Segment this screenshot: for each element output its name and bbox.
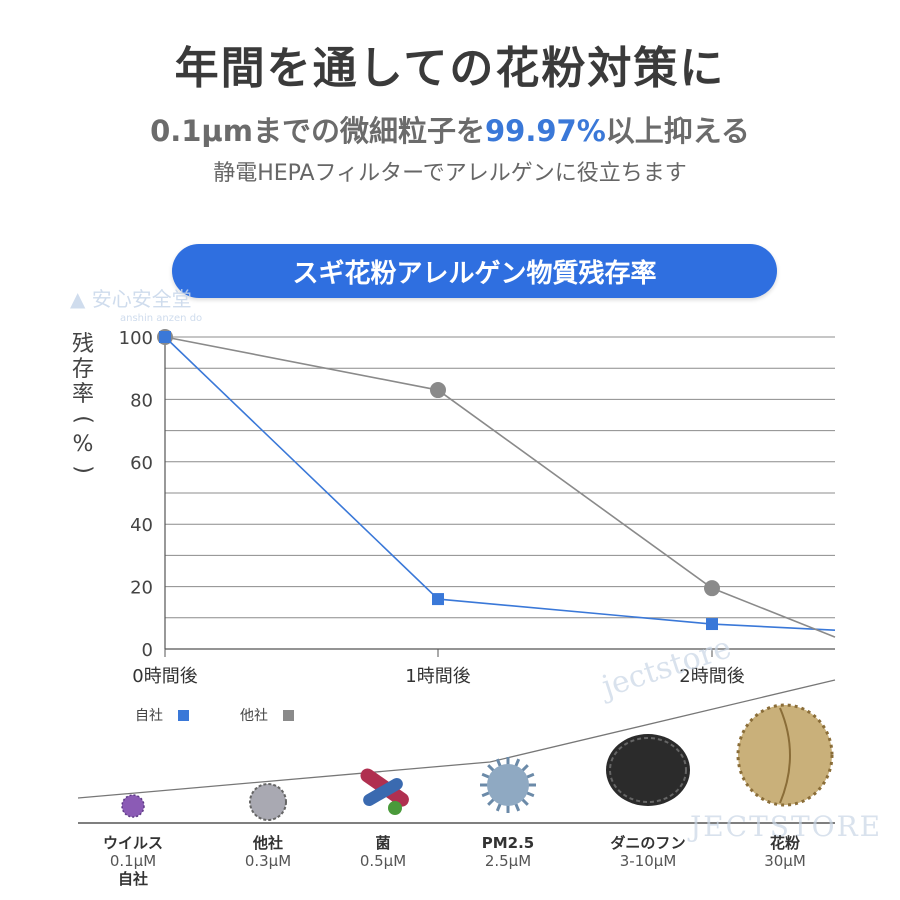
size-curve [77, 679, 836, 799]
chart-title-pill: スギ花粉アレルゲン物質残存率 [172, 244, 777, 298]
series-line-other [164, 336, 836, 638]
data-point-own [432, 593, 444, 606]
particle-name: 他社 [252, 834, 283, 852]
series-line-own [164, 336, 836, 632]
y-axis-label-char: 率 [71, 382, 94, 407]
particle-label: 花粉 30μM [730, 834, 840, 870]
subtitle-post: 以上抑える [605, 114, 750, 148]
legend-marker-square [178, 710, 189, 721]
y-tick-label: 100 [119, 328, 153, 349]
virus-particle-outline [121, 794, 145, 818]
page-subtitle: 0.1μmまでの微細粒子を99.97%以上抑える [0, 108, 900, 150]
particle-label: PM2.5 2.5μM [453, 834, 563, 870]
brand-watermark-text: 安心安全堂 [91, 287, 192, 311]
mite-feces-icon [606, 734, 690, 806]
particle-size: 30μM [764, 852, 806, 870]
y-axis-label: 残存率(%) [68, 332, 98, 482]
bacteria-ball-icon [388, 801, 402, 815]
particle-label: 他社 0.3μM [213, 834, 323, 870]
y-tick-label: 40 [130, 515, 153, 536]
particle-label: ウイルス 0.1μM 自社 [78, 834, 188, 888]
y-tick-label: 60 [130, 453, 153, 474]
pollen-particle-icon [738, 705, 832, 805]
y-axis-label-char: % [72, 432, 94, 457]
x-tick-label: 0時間後 [132, 666, 197, 687]
particle-size: 3-10μM [619, 852, 677, 870]
particle-name: ウイルス [102, 834, 163, 852]
y-tick-label: 20 [130, 578, 153, 599]
particle-size: 0.5μM [359, 852, 407, 870]
page-title: 年間を通しての花粉対策に [174, 43, 726, 94]
y-tick-label: 0 [142, 640, 153, 661]
x-tick-label: 1時間後 [405, 666, 470, 687]
data-point-own [159, 331, 171, 343]
particle-size: 0.3μM [244, 852, 292, 870]
bacteria-rod-icon-2 [363, 778, 403, 806]
legend-marker-gray [283, 710, 294, 721]
particle-label: ダニのフン 3-10μM [593, 834, 703, 870]
particle-name: PM2.5 [481, 834, 535, 852]
data-point-other [704, 580, 720, 597]
page-description: 静電HEPAフィルターでアレルゲンに役立ちます [213, 161, 687, 186]
mite-feces-texture [609, 737, 687, 803]
chart-title: スギ花粉アレルゲン物質残存率 [292, 258, 657, 289]
particle-name: 菌 [375, 834, 391, 852]
x-tick-label: 2時間後 [679, 666, 744, 687]
brand-watermark-subtext: anshin anzen do [120, 313, 203, 324]
brand-watermark: ▲ 安心安全堂 anshin anzen do [70, 283, 202, 324]
virus-particle-icon [122, 795, 144, 817]
particle-note: 自社 [117, 870, 148, 888]
store-watermark-large: JECTSTORE [690, 810, 883, 843]
particle-size: 2.5μM [484, 852, 532, 870]
brand-watermark-logo-icon: ▲ [70, 287, 86, 311]
legend-label: 自社 [135, 708, 163, 724]
particle-name: ダニのフン [610, 834, 686, 852]
particle-size: 0.1μM [109, 852, 157, 870]
y-tick-label: 80 [130, 390, 153, 411]
y-axis-label-char: 存 [71, 357, 94, 382]
pm25-particle-icon [487, 764, 529, 806]
data-point-other [430, 382, 446, 399]
data-point-own [706, 618, 718, 631]
pollen-texture [736, 703, 834, 807]
particle-gray-mesh [249, 783, 287, 821]
particle-label: 菌 0.5μM [328, 834, 438, 870]
legend-label: 他社 [240, 708, 268, 724]
pollen-seam [779, 707, 791, 804]
particle-name: 花粉 [769, 834, 800, 852]
subtitle-pre: 0.1μmまでの微細粒子を [150, 114, 485, 148]
subtitle-highlight: 99.97% [485, 114, 606, 148]
particle-gray-icon [250, 784, 286, 820]
y-axis-label-char: 残 [71, 332, 94, 357]
